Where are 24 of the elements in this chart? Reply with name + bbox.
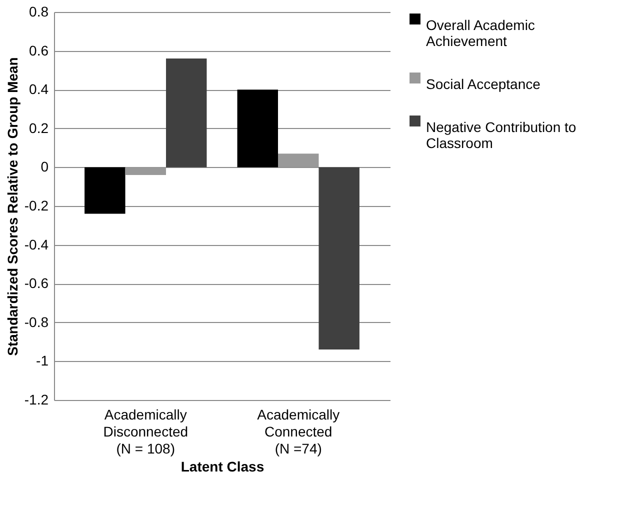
y-axis-title: Standardized Scores Relative to Group Mean [4, 57, 20, 356]
y-tick-label: -1.2 [24, 392, 49, 408]
y-tick-label: -1 [36, 352, 49, 369]
bar [237, 90, 278, 168]
y-tick-label: -0.6 [24, 275, 49, 292]
legend-label: Social Acceptance [426, 76, 541, 92]
y-tick-label: -0.8 [24, 314, 49, 330]
legend-label: Overall Academic Achievement [426, 17, 535, 49]
y-tick-label: -0.4 [24, 236, 49, 252]
bar [84, 167, 126, 214]
y-tick-label: 0.4 [29, 81, 49, 98]
y-tick-label: 0.8 [29, 4, 49, 20]
legend-label: Negative Contribution to Classroom [426, 119, 576, 151]
x-tick-label: Academically Disconnected (N = 108) [103, 406, 188, 456]
bar [278, 154, 319, 168]
x-tick-label: Academically Connected (N =74) [257, 406, 340, 456]
y-tick-label: -0.2 [24, 198, 49, 214]
x-axis-title: Latent Class [180, 458, 264, 474]
bar [125, 167, 166, 175]
bar [166, 58, 207, 168]
bar [318, 167, 360, 350]
y-tick-label: 0 [40, 158, 49, 175]
y-tick-label: 0.6 [29, 42, 49, 58]
y-tick-label: 0.2 [29, 120, 49, 136]
